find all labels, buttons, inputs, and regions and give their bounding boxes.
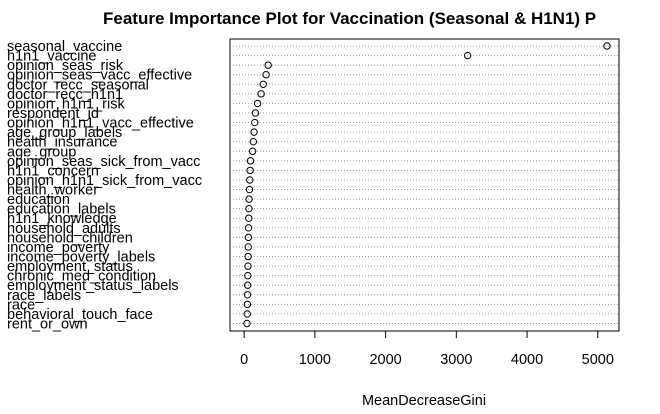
data-point xyxy=(253,99,262,108)
feature-label: h1n1_knowledge xyxy=(7,211,117,227)
feature-label: health_insurance xyxy=(7,135,117,151)
feature-label: behavioral_touch_face xyxy=(7,307,153,323)
feature-label: health_worker xyxy=(7,183,98,199)
feature-label: respondent_id xyxy=(7,106,99,122)
data-points xyxy=(243,42,611,328)
x-tick-label: 4000 xyxy=(511,352,543,368)
feature-label: opinion_h1n1_vacc_effective xyxy=(7,116,194,132)
feature-label: employment_status_labels xyxy=(7,278,179,294)
x-axis: 0 1000 2000 3000 4000 5000 xyxy=(240,330,614,368)
x-tick-label: 1000 xyxy=(299,352,331,368)
feature-label: race_labels xyxy=(7,288,81,304)
feature-label: household_adults xyxy=(7,221,121,237)
data-point xyxy=(243,281,252,289)
data-point xyxy=(463,51,472,60)
data-point xyxy=(245,204,253,213)
x-tick-label: 2000 xyxy=(369,352,401,368)
data-point xyxy=(248,147,257,155)
feature-label: household_children xyxy=(7,230,133,246)
feature-label: opinion_h1n1_sick_from_vacc xyxy=(7,173,202,189)
data-point xyxy=(246,157,255,165)
feature-label: age_group xyxy=(7,144,76,160)
data-point xyxy=(246,166,254,175)
chart-title: Feature Importance Plot for Vaccination … xyxy=(103,9,596,28)
feature-label: opinion_seas_risk xyxy=(7,58,124,74)
x-tick-label: 5000 xyxy=(582,352,614,368)
data-point xyxy=(257,90,265,98)
feature-label: doctor_recc_h1n1 xyxy=(7,87,123,103)
feature-label: chronic_med_condition xyxy=(7,269,156,285)
feature-label: education xyxy=(7,192,70,208)
data-point xyxy=(245,214,253,222)
data-point xyxy=(243,291,252,299)
data-point xyxy=(243,300,252,309)
data-point xyxy=(244,252,252,261)
feature-label: seasonal_vaccine xyxy=(7,39,122,55)
x-tick-label: 0 xyxy=(240,352,248,368)
data-point xyxy=(251,118,259,127)
data-point xyxy=(244,233,253,242)
feature-label: opinion_seas_sick_from_vacc xyxy=(7,154,200,170)
feature-label: age_group_labels xyxy=(7,125,122,141)
x-tick-label: 3000 xyxy=(440,352,472,368)
feature-label: race xyxy=(7,297,35,313)
data-point xyxy=(244,243,252,251)
data-point xyxy=(244,224,253,232)
data-point xyxy=(262,71,270,79)
data-point xyxy=(603,42,611,50)
data-point xyxy=(245,185,254,194)
data-point xyxy=(249,137,258,146)
feature-label: income_poverty_labels xyxy=(7,250,155,266)
feature-label: education_labels xyxy=(7,202,116,218)
data-point xyxy=(244,262,252,270)
data-point xyxy=(251,109,260,117)
data-point xyxy=(245,195,253,203)
data-point xyxy=(243,319,251,328)
x-axis-label: MeanDecreaseGini xyxy=(362,393,486,409)
grid-lines xyxy=(230,45,619,324)
data-point xyxy=(244,271,252,280)
feature-label: income_poverty xyxy=(7,240,110,256)
feature-label: opinion_h1n1_risk xyxy=(7,96,125,112)
data-point xyxy=(264,61,272,69)
feature-label: rent_or_own xyxy=(7,317,88,333)
data-point xyxy=(250,128,258,136)
feature-label: h1n1_vaccine xyxy=(7,49,97,65)
feature-label: opinion_seas_vacc_effective xyxy=(7,68,192,84)
feature-label: employment_status xyxy=(7,259,133,275)
feature-label: h1n1_concern xyxy=(7,163,99,179)
feature-label: doctor_recc_seasonal xyxy=(7,77,149,93)
data-point xyxy=(259,80,267,88)
feature-labels: seasonal_vaccineh1n1_vaccineopinion_seas… xyxy=(7,39,202,333)
plot-frame xyxy=(229,38,620,332)
data-point xyxy=(243,310,251,318)
data-point xyxy=(246,176,254,184)
